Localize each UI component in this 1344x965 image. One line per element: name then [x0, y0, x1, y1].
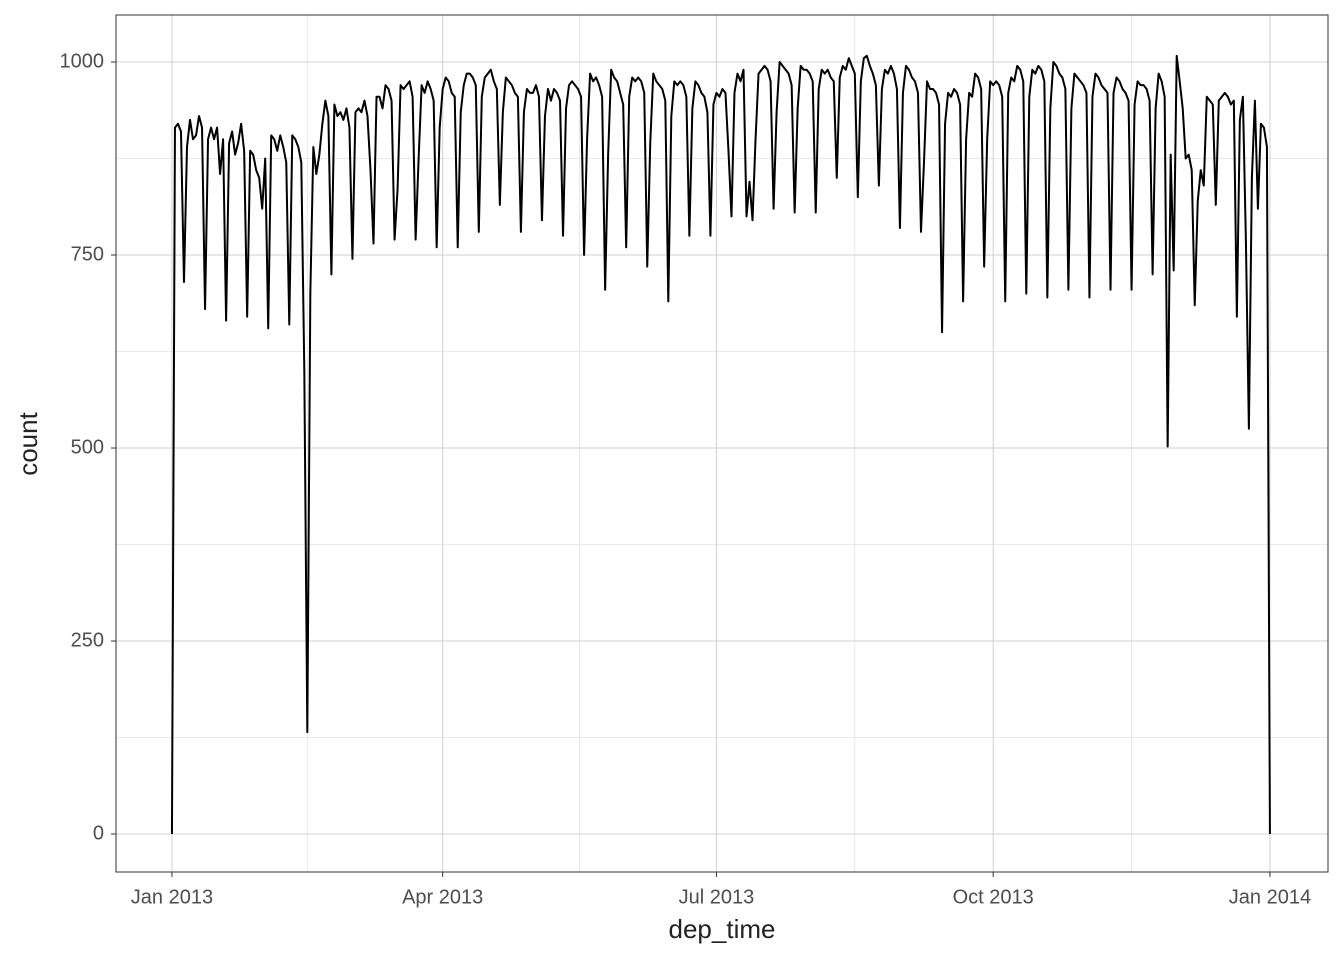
data-line [170, 54, 1271, 835]
y-tick-label: 0 [93, 822, 104, 844]
x-tick-label: Jan 2014 [1229, 886, 1311, 908]
panel-border [115, 14, 1329, 873]
x-axis-title: dep_time [669, 914, 776, 944]
y-tick-label: 500 [71, 436, 104, 458]
x-tick-label: Apr 2013 [402, 886, 483, 908]
x-tick-label: Jul 2013 [679, 886, 755, 908]
y-axis-title: count [13, 411, 43, 475]
y-tick-label: 1000 [60, 50, 105, 72]
y-tick-label: 250 [71, 629, 104, 651]
x-tick-label: Oct 2013 [953, 886, 1034, 908]
x-tick-label: Jan 2013 [131, 886, 213, 908]
y-tick-label: 750 [71, 243, 104, 265]
